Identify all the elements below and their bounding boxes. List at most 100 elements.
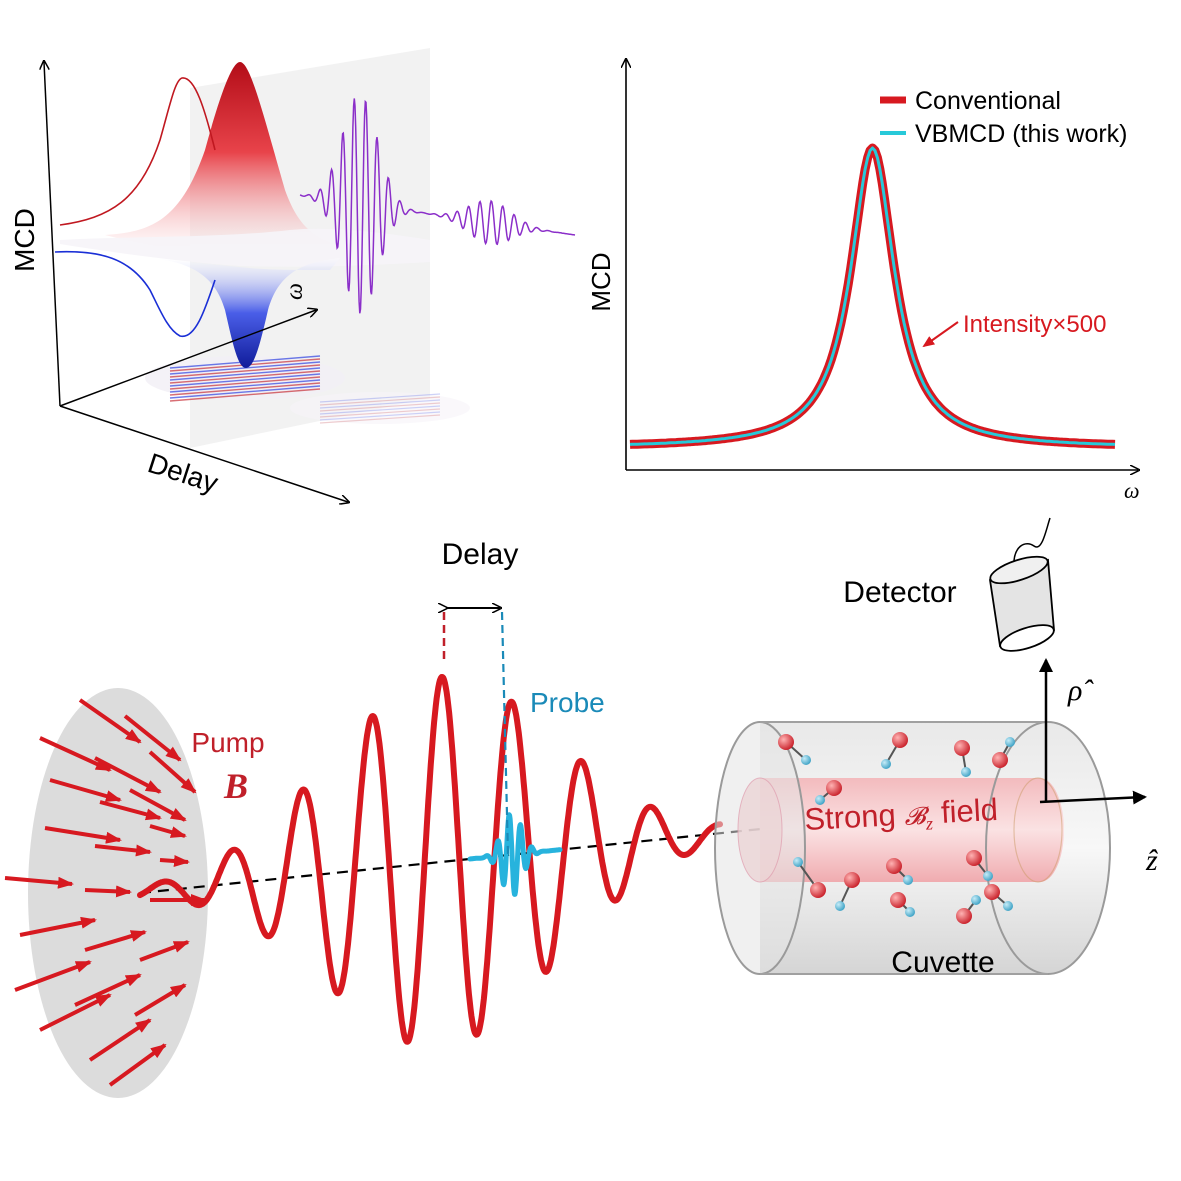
- stripe-line: [169, 370, 321, 384]
- stripe-line: [169, 385, 321, 399]
- stripe-line: [319, 408, 441, 418]
- field-arrow: [14, 960, 92, 992]
- molecule-atom-red: [810, 882, 826, 898]
- molecule-atom-red: [890, 892, 906, 908]
- molecule-atom-red: [966, 850, 982, 866]
- molecule-atom-blue: [971, 895, 981, 905]
- stripe-line: [169, 367, 321, 381]
- delay-stripes-left: [145, 355, 345, 402]
- axis-omega-label: ω: [282, 283, 308, 300]
- cuvette-label: Cuvette: [891, 946, 994, 979]
- field-arrow: [78, 698, 142, 744]
- field-arrow: [148, 750, 197, 794]
- field-arrows: [4, 698, 207, 1087]
- molecule-atom-blue: [961, 767, 971, 777]
- field-subscript: z: [924, 813, 933, 833]
- molecule-atom-blue: [881, 759, 891, 769]
- molecules: [778, 732, 1015, 924]
- stripe-line: [169, 379, 321, 393]
- stripe-line: [319, 396, 441, 406]
- molecule-atom-blue: [903, 875, 913, 885]
- stripe-line: [169, 382, 321, 396]
- detector: Detector: [843, 517, 1055, 652]
- propagation-axis: [139, 824, 791, 895]
- axis-mcd: [44, 62, 61, 407]
- stripe-line: [169, 364, 321, 378]
- molecule-atom-red: [984, 884, 1000, 900]
- axis-delay: [59, 405, 348, 502]
- stripe-line: [319, 393, 441, 403]
- molecule-atom-red: [886, 858, 902, 874]
- field-arrow: [44, 826, 122, 844]
- molecule-atom-blue: [1003, 901, 1013, 911]
- field-arrow: [74, 973, 142, 1007]
- delay-marker-probe: [500, 611, 510, 856]
- molecule-atom-red: [956, 908, 972, 924]
- molecule-atom-blue: [801, 755, 811, 765]
- field-arrow: [49, 778, 122, 802]
- mcd-surface-trough: [150, 258, 340, 368]
- field-arrow: [94, 844, 152, 857]
- molecule-atom-blue: [793, 857, 803, 867]
- cuvette-inner-back: [1013, 777, 1063, 883]
- pump-label: Pump: [191, 727, 264, 758]
- probe-pulse: [467, 812, 563, 897]
- molecule-atom-blue: [815, 795, 825, 805]
- axis-mcd-label: MCD: [9, 208, 40, 272]
- molecule-atom-red: [778, 734, 794, 750]
- chart-x-label: ω: [1124, 478, 1140, 503]
- field-arrow: [99, 800, 162, 821]
- detector-top: [989, 555, 1049, 585]
- stripe-line: [169, 373, 321, 387]
- projection-blue-curve: [54, 250, 216, 337]
- cuvette-front: [714, 721, 806, 975]
- molecule-atom-red: [892, 732, 908, 748]
- field-arrow: [149, 824, 187, 838]
- field-arrow: [88, 1018, 152, 1062]
- panel-2d-chart: MCD ω Conventional VBMCD (this work) Int…: [586, 60, 1140, 503]
- probe-label: Probe: [530, 687, 605, 718]
- field-arrow: [39, 993, 112, 1032]
- panel-3d: MCD ω Delay: [9, 48, 576, 502]
- rho-hat-label: ρ̂: [1067, 674, 1094, 707]
- projection-red-curve: [59, 77, 216, 226]
- field-arrow: [84, 930, 147, 952]
- axis-omega: [59, 310, 316, 407]
- detector-label: Detector: [843, 576, 956, 609]
- molecule-atom-red: [992, 752, 1008, 768]
- molecule-atom-blue: [1005, 737, 1015, 747]
- series-vbmcd-line: [629, 146, 1116, 446]
- molecule-atom-blue: [983, 871, 993, 881]
- stripe-line: [319, 405, 441, 415]
- field-arrow: [129, 788, 187, 822]
- molecule-atom-blue: [905, 907, 915, 917]
- delay-stripes-right: [290, 392, 470, 424]
- molecule-atom-blue: [835, 901, 845, 911]
- molecule-atom-red: [954, 740, 970, 756]
- field-arrow: [108, 1043, 167, 1087]
- field-arrow: [159, 855, 190, 867]
- cuvette-beam: [760, 778, 1064, 882]
- delay-label: Delay: [442, 538, 519, 571]
- molecule-atom-red: [826, 780, 842, 796]
- stripe-line: [169, 388, 321, 402]
- stripe-line: [319, 414, 441, 424]
- molecule-atom-red: [844, 872, 860, 888]
- series-conventional-line: [627, 143, 1118, 449]
- chart-y-label: MCD: [586, 252, 616, 311]
- field-arrow: [39, 736, 112, 772]
- stripe-line: [319, 411, 441, 421]
- z-axis-arrow: [1039, 790, 1147, 805]
- field-arrow: [84, 885, 132, 898]
- annotation-intensity: Intensity×500: [963, 311, 1106, 338]
- field-arrow: [123, 714, 182, 762]
- legend-label-vbmcd: VBMCD (this work): [915, 120, 1128, 148]
- stripe-line: [169, 361, 321, 375]
- legend-label-conventional: Conventional: [915, 87, 1061, 115]
- detector-cable: [1013, 517, 1051, 571]
- axis-delay-label: Delay: [144, 447, 222, 499]
- stripe-line: [169, 376, 321, 390]
- schematic: Delay Pump B Probe Strong 𝓑z field ẑ ρ̂ …: [4, 517, 1158, 1098]
- field-arrow: [133, 983, 187, 1017]
